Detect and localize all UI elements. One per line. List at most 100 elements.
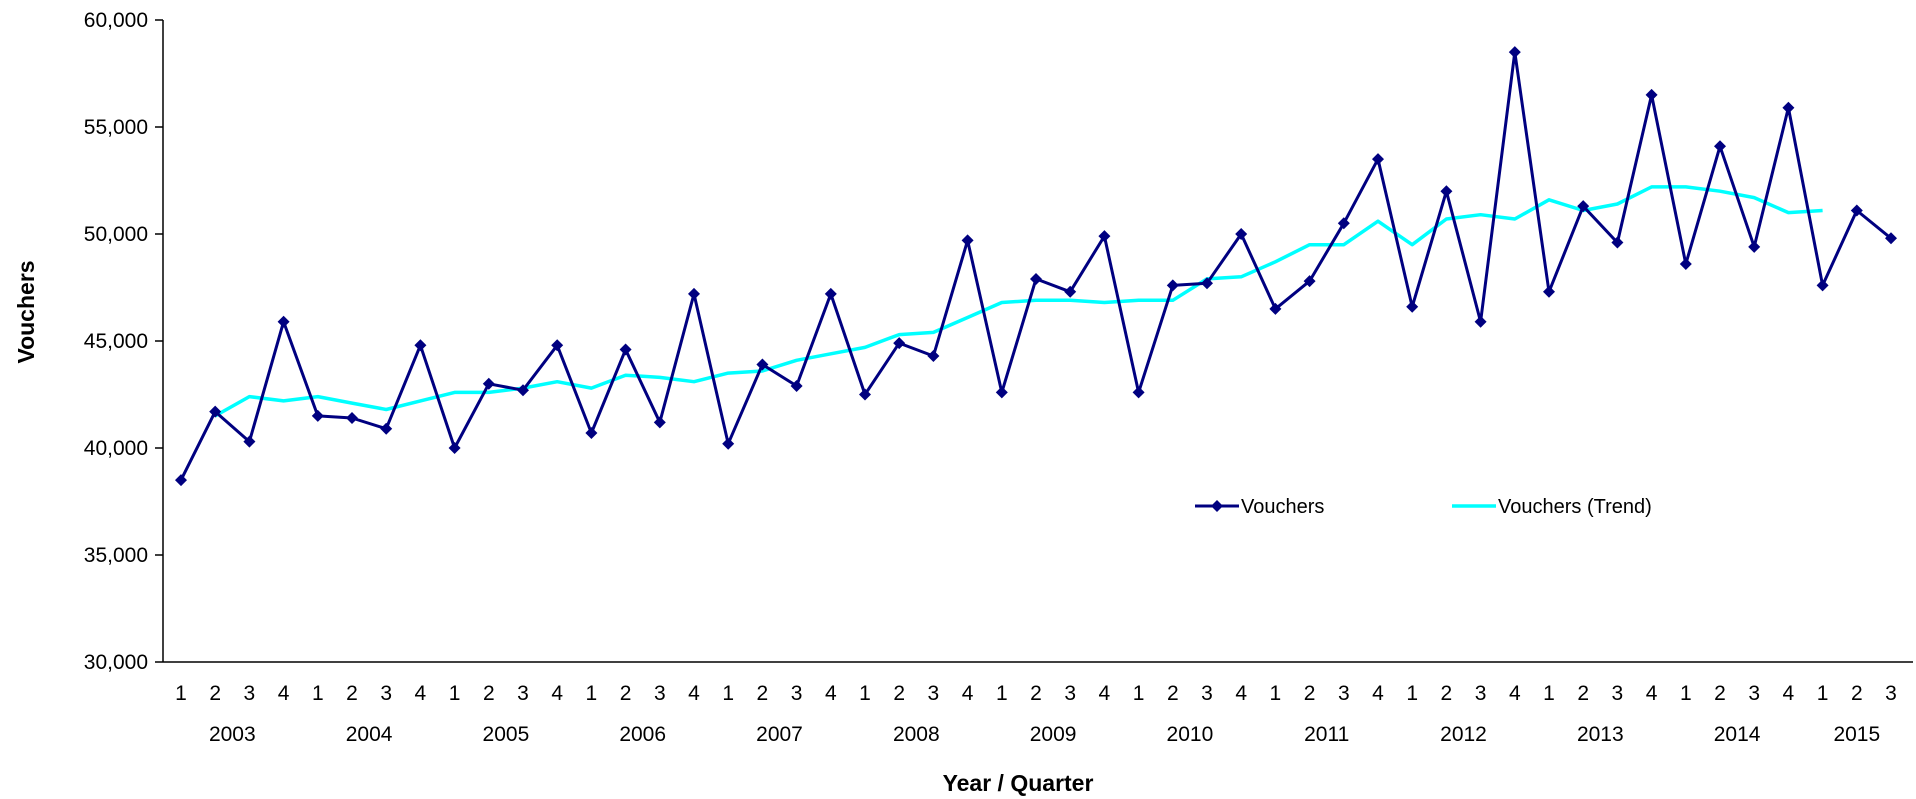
legend: Vouchers Vouchers (Trend) — [1195, 496, 1652, 518]
x-quarter-label: 1 — [1680, 682, 1692, 705]
x-year-label: 2003 — [209, 723, 256, 746]
y-axis-title: Vouchers — [13, 260, 39, 363]
vouchers-data-point — [311, 409, 324, 422]
vouchers-data-point — [585, 427, 598, 440]
x-year-label: 2014 — [1714, 723, 1761, 746]
series-layer — [175, 46, 1897, 487]
legend-vouchers-label: Vouchers — [1241, 496, 1324, 518]
vouchers-data-point — [448, 442, 461, 454]
vouchers-data-point — [688, 287, 700, 300]
vouchers-data-point — [175, 474, 187, 487]
y-tick-label: 35,000 — [84, 544, 148, 567]
x-quarter-label: 1 — [312, 682, 324, 705]
x-quarter-label: 4 — [1099, 682, 1111, 705]
x-quarter-label: 3 — [1475, 682, 1487, 705]
x-quarter-label: 3 — [380, 682, 392, 705]
vouchers-data-point — [551, 339, 564, 352]
vouchers-data-point — [859, 388, 871, 401]
x-year-label: 2008 — [893, 723, 940, 746]
vouchers-data-point — [1645, 88, 1658, 101]
x-quarter-label: 1 — [1133, 682, 1145, 705]
x-year-label: 2009 — [1030, 723, 1077, 746]
x-year-label: 2007 — [756, 723, 803, 746]
vouchers-data-point — [1406, 300, 1419, 313]
x-quarter-label: 2 — [1030, 682, 1042, 705]
vouchers-data-point — [619, 343, 632, 356]
vouchers-data-point — [414, 339, 427, 352]
vouchers-data-point — [790, 379, 803, 392]
x-quarter-label: 4 — [1646, 682, 1658, 705]
vouchers-data-point — [1611, 236, 1624, 249]
legend-trend-label: Vouchers (Trend) — [1498, 496, 1652, 518]
x-quarter-label: 4 — [962, 682, 974, 705]
vouchers-data-point — [1064, 285, 1077, 298]
x-quarter-label: 4 — [1372, 682, 1384, 705]
vouchers-data-point — [1474, 315, 1487, 328]
x-year-label: 2013 — [1577, 723, 1624, 746]
x-quarter-label: 1 — [722, 682, 734, 705]
x-quarter-label: 2 — [1851, 682, 1863, 705]
y-tick-label: 45,000 — [84, 330, 148, 353]
x-quarter-label: 3 — [1612, 682, 1624, 705]
vouchers-data-point — [1885, 232, 1897, 245]
vouchers-data-point — [1679, 257, 1692, 270]
x-year-label: 2005 — [483, 723, 530, 746]
vouchers-data-point — [1235, 228, 1248, 240]
x-quarter-label: 2 — [893, 682, 905, 705]
x-quarter-label: 2 — [1714, 682, 1726, 705]
x-quarter-label: 1 — [1270, 682, 1282, 705]
x-year-label: 2010 — [1167, 723, 1214, 746]
x-quarter-label: 3 — [791, 682, 803, 705]
vouchers-data-point — [995, 386, 1008, 399]
vouchers-data-point — [1748, 240, 1761, 253]
x-quarter-label: 4 — [688, 682, 700, 705]
x-quarter-label: 1 — [449, 682, 461, 705]
x-quarter-label: 4 — [1509, 682, 1521, 705]
vouchers-data-point — [1850, 204, 1863, 217]
x-year-label: 2004 — [346, 723, 393, 746]
x-quarter-label: 4 — [278, 682, 290, 705]
y-axis-ticks: 30,000 35,000 40,000 45,000 50,000 55,000 60,0… — [84, 9, 163, 674]
x-quarter-label: 2 — [757, 682, 769, 705]
vouchers-data-point — [1030, 272, 1042, 285]
vouchers-data-point — [1269, 302, 1282, 315]
vouchers-data-point — [1577, 200, 1590, 213]
vouchers-data-point — [824, 287, 837, 300]
vouchers-series-line — [179, 50, 1892, 481]
vouchers-data-point — [1543, 285, 1555, 298]
x-quarter-label: 2 — [1441, 682, 1453, 705]
x-quarter-label: 3 — [654, 682, 666, 705]
vouchers-data-point — [380, 422, 393, 435]
vouchers-data-point — [517, 384, 529, 397]
x-quarter-label: 4 — [415, 682, 427, 705]
x-axis-title: Year / Quarter — [943, 770, 1094, 796]
vouchers-data-point — [1508, 46, 1521, 59]
x-quarter-label: 1 — [586, 682, 598, 705]
x-quarter-label: 3 — [928, 682, 940, 705]
x-quarter-label: 3 — [1201, 682, 1213, 705]
x-axis-year-labels: 2003 2004 2005 2006 2007 2008 2009 2010 2011 2012… — [209, 723, 1880, 746]
x-quarter-label: 4 — [1235, 682, 1247, 705]
vouchers-data-point — [1132, 386, 1145, 399]
x-quarter-label: 2 — [346, 682, 358, 705]
vouchers-data-point — [927, 349, 940, 362]
x-year-label: 2012 — [1440, 723, 1487, 746]
x-year-label: 2015 — [1833, 723, 1880, 746]
vouchers-data-point — [1816, 279, 1829, 292]
x-year-label: 2006 — [619, 723, 666, 746]
x-quarter-label: 3 — [1338, 682, 1350, 705]
x-quarter-label: 2 — [620, 682, 632, 705]
y-tick-label: 55,000 — [84, 116, 148, 139]
x-quarter-label: 3 — [1748, 682, 1760, 705]
x-quarter-label: 1 — [859, 682, 871, 705]
x-quarter-label: 4 — [1783, 682, 1795, 705]
x-quarter-label: 2 — [483, 682, 495, 705]
vouchers-data-point — [209, 405, 222, 418]
vouchers-data-point — [961, 234, 974, 247]
vouchers-data-point — [1372, 153, 1384, 166]
x-quarter-label: 4 — [551, 682, 563, 705]
x-quarter-label: 2 — [209, 682, 221, 705]
x-quarter-label: 3 — [1064, 682, 1076, 705]
vouchers-data-point — [653, 416, 666, 429]
